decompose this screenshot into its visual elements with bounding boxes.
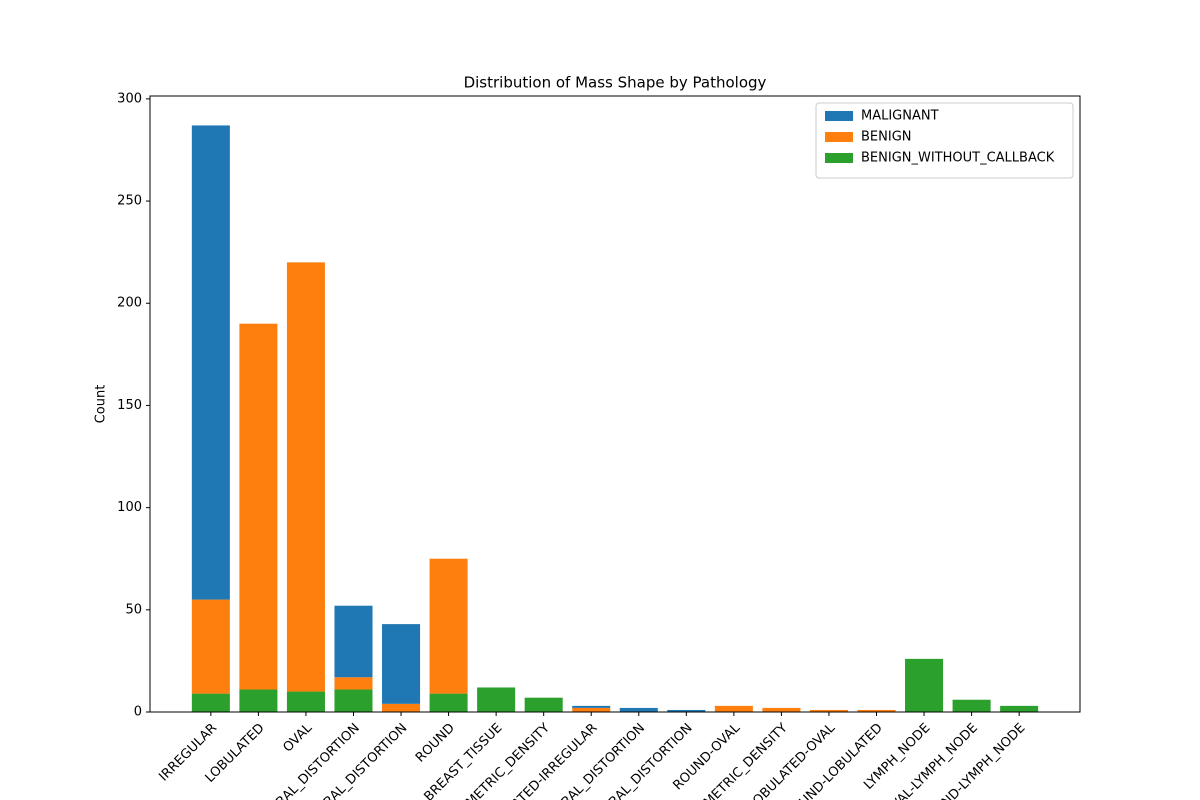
bar-segment bbox=[334, 689, 373, 712]
legend-label: BENIGN bbox=[861, 130, 912, 145]
bar-segment bbox=[905, 658, 944, 712]
x-tick-label: OVAL bbox=[280, 720, 315, 755]
y-tick-label: 50 bbox=[125, 602, 142, 617]
bar-segment bbox=[762, 707, 801, 712]
y-tick-label: 250 bbox=[117, 194, 142, 209]
bar-segment bbox=[572, 707, 611, 712]
bar-segment bbox=[667, 709, 706, 712]
bar-segment bbox=[524, 697, 563, 712]
bar-segment bbox=[1000, 705, 1039, 712]
y-axis-label: Count bbox=[94, 385, 109, 424]
chart-title: Distribution of Mass Shape by Pathology bbox=[464, 74, 767, 92]
bar-segment bbox=[619, 707, 658, 712]
bar-segment bbox=[952, 699, 991, 712]
bar-segment bbox=[191, 693, 230, 712]
bar-segment bbox=[382, 624, 421, 704]
y-tick-label: 100 bbox=[117, 500, 142, 515]
bar-segment bbox=[334, 677, 373, 690]
bar-segment bbox=[572, 705, 611, 708]
legend-swatch bbox=[825, 132, 853, 142]
bar-segment bbox=[334, 605, 373, 678]
bar-segment bbox=[191, 125, 230, 600]
plot-frame bbox=[149, 95, 1081, 713]
y-tick-label: 300 bbox=[117, 91, 142, 106]
bar-segment bbox=[191, 599, 230, 694]
x-tick-label: ROUND bbox=[413, 721, 458, 766]
bar-segment bbox=[239, 689, 278, 712]
legend-swatch bbox=[825, 111, 853, 121]
y-tick-label: 0 bbox=[134, 705, 142, 720]
legend-swatch bbox=[825, 153, 853, 163]
legend-box bbox=[815, 102, 1074, 179]
legend-label: MALIGNANT bbox=[861, 109, 939, 124]
bar-segment bbox=[714, 705, 753, 712]
bar-segment bbox=[857, 709, 896, 712]
y-tick-label: 150 bbox=[117, 398, 142, 413]
bar-segment bbox=[286, 691, 325, 712]
bar-segment bbox=[477, 687, 516, 712]
bar-segment bbox=[429, 558, 468, 694]
legend: MALIGNANT BENIGN BENIGN_WITHOUT_CALLBACK bbox=[815, 102, 1074, 179]
bar-segment bbox=[286, 262, 325, 692]
bar-segment bbox=[382, 703, 421, 712]
bar-segment bbox=[429, 693, 468, 712]
legend-label: BENIGN_WITHOUT_CALLBACK bbox=[861, 151, 1055, 166]
bar-segment bbox=[809, 709, 848, 712]
y-tick-label: 200 bbox=[117, 296, 142, 311]
bar-segment bbox=[239, 323, 278, 690]
